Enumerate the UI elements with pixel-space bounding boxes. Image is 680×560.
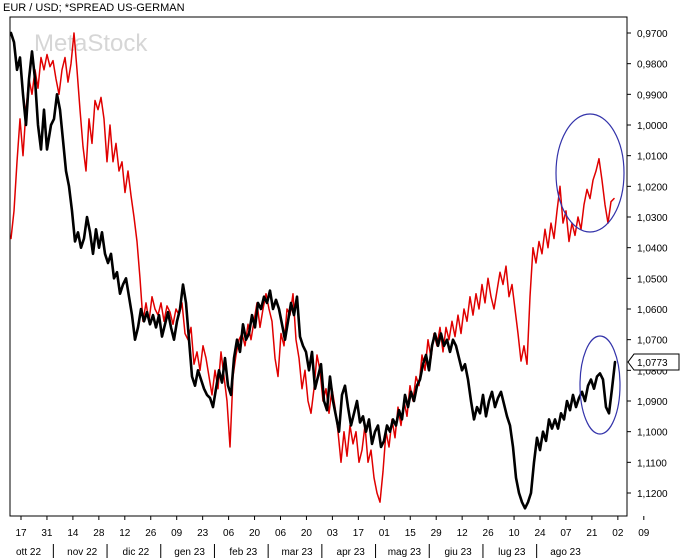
x-tick-label: 02 <box>612 528 624 539</box>
x-month-label: ott 22 <box>16 547 41 558</box>
y-tick-label: 1,0400 <box>637 244 668 255</box>
y-tick-label: 1,0700 <box>637 336 668 347</box>
x-tick-label: 17 <box>15 528 27 539</box>
x-month-label: nov 22 <box>67 547 97 558</box>
y-tick-label: 1,1100 <box>637 458 667 469</box>
last-value-label: 1,0773 <box>637 358 668 369</box>
y-axis: 0,9700 0,9800 0,9900 1,0000 1,0100 1,0200 1,03… <box>627 29 668 500</box>
y-tick-label: 1,1000 <box>637 428 668 439</box>
watermark: MetaStock <box>34 30 148 57</box>
x-month-label: mag 23 <box>388 547 422 558</box>
y-tick-label: 1,1200 <box>637 489 668 500</box>
x-month-label: gen 23 <box>174 547 205 558</box>
last-value-marker: 1,0773 <box>627 353 680 371</box>
chart-title: EUR / USD; *SPREAD US-GERMAN <box>3 2 185 14</box>
series-line-spread <box>10 32 615 503</box>
annotation-layer <box>555 113 625 435</box>
x-tick-label: 12 <box>119 528 131 539</box>
x-tick-label: 07 <box>560 528 572 539</box>
x-month-label: ago 23 <box>550 547 581 558</box>
y-tick-label: 0,9900 <box>637 90 668 101</box>
x-tick-label: 03 <box>327 528 339 539</box>
x-tick-label: 29 <box>431 528 443 539</box>
x-tick-label: 09 <box>638 528 650 539</box>
y-tick-label: 1,0900 <box>637 397 668 408</box>
plot-frame <box>9 16 628 517</box>
y-tick-label: 1,0200 <box>637 182 668 193</box>
x-tick-label: 14 <box>67 528 79 539</box>
x-axis: 17 31 14 28 12 26 09 23 06 20 06 20 03 17 01 15 29 12 26 10… <box>15 516 650 558</box>
x-month-label: mar 23 <box>281 547 313 558</box>
x-tick-label: 23 <box>197 528 209 539</box>
x-month-label: apr 23 <box>337 547 366 558</box>
x-tick-label: 28 <box>93 528 105 539</box>
plot-area <box>9 16 628 517</box>
x-tick-label: 15 <box>405 528 417 539</box>
x-tick-label: 10 <box>508 528 520 539</box>
x-tick-label: 31 <box>41 528 53 539</box>
y-tick-label: 1,0100 <box>637 152 668 163</box>
x-tick-label: 20 <box>249 528 261 539</box>
y-tick-label: 0,9800 <box>637 60 668 71</box>
highlight-ellipse <box>555 113 625 233</box>
x-month-label: feb 23 <box>229 547 257 558</box>
last-value-tag <box>627 353 680 371</box>
x-tick-label: 12 <box>457 528 469 539</box>
y-tick-label: 1,0000 <box>637 121 668 132</box>
x-tick-label: 09 <box>171 528 183 539</box>
x-tick-label: 17 <box>353 528 365 539</box>
x-tick-label: 21 <box>586 528 598 539</box>
x-tick-label: 26 <box>483 528 495 539</box>
x-tick-label: 20 <box>301 528 313 539</box>
y-tick-label: 0,9700 <box>637 29 668 40</box>
x-tick-label: 06 <box>275 528 287 539</box>
highlight-ellipse <box>579 335 621 435</box>
x-tick-label: 24 <box>534 528 546 539</box>
x-tick-label: 06 <box>223 528 235 539</box>
series-line-eurusd <box>9 31 617 510</box>
y-tick-label: 1,0300 <box>637 213 668 224</box>
x-month-label: dic 22 <box>123 547 150 558</box>
x-month-label: giu 23 <box>444 547 472 558</box>
y-tick-label: 1,0800 <box>637 366 668 377</box>
y-tick-label: 1,0500 <box>637 274 668 285</box>
series-layer <box>9 31 617 510</box>
y-tick-label: 1,0600 <box>637 305 668 316</box>
x-tick-label: 26 <box>145 528 157 539</box>
x-tick-label: 01 <box>379 528 391 539</box>
x-month-label: lug 23 <box>498 547 526 558</box>
